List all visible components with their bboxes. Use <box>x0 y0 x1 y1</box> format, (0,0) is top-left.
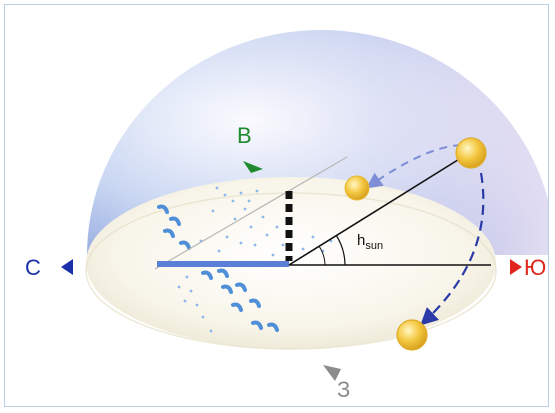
direction-north-label: С <box>25 255 41 280</box>
sun-low <box>396 319 428 351</box>
direction-west-label: З <box>337 377 350 402</box>
sun-partial <box>344 175 370 201</box>
sky-dome-diagram: hsun В С Ю З <box>25 30 548 402</box>
direction-south-arrow <box>510 259 522 275</box>
direction-east-arrow <box>243 161 263 173</box>
footprints <box>157 204 279 332</box>
east-west-line <box>154 156 348 270</box>
sun-path-upper <box>366 144 462 189</box>
direction-west-arrow <box>323 365 341 381</box>
direction-south-label: Ю <box>524 255 546 280</box>
angle-arc-inner <box>318 245 326 266</box>
direction-north-arrow <box>61 259 73 275</box>
diagram-frame: hsun В С Ю З <box>4 4 549 407</box>
ground-dots <box>177 186 333 333</box>
sun-path-lower <box>420 172 485 326</box>
shadow-bar <box>157 261 289 267</box>
direction-east-label: В <box>237 123 252 148</box>
angle-label: hsun <box>357 232 383 252</box>
angle-arc <box>335 234 346 266</box>
sun-high <box>455 137 487 169</box>
